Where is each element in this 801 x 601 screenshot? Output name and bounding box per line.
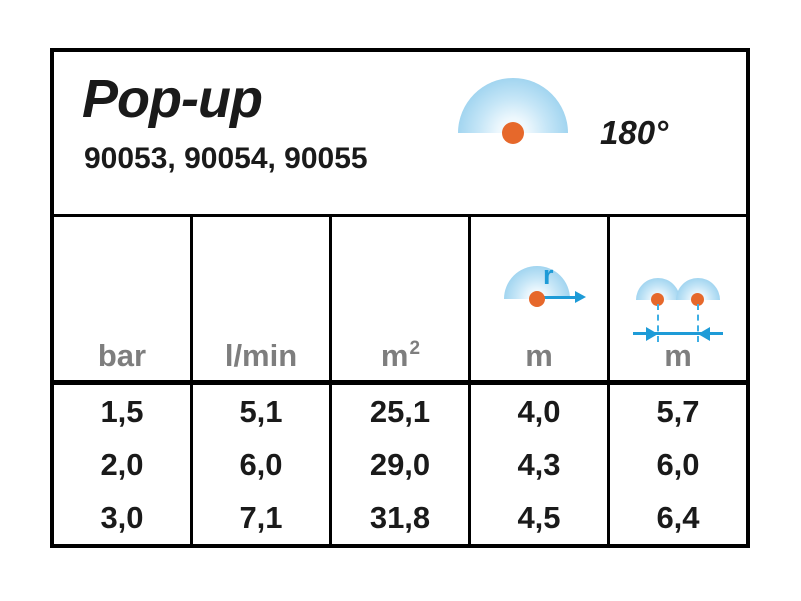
table-cell: 4,3 [468, 438, 607, 491]
table-cell: 4,5 [468, 491, 607, 544]
spec-table: Pop-up 90053, 90054, 90055 180° bar l/mi… [50, 48, 750, 548]
column-header-spacing: m [607, 217, 746, 380]
radius-r-label: r [543, 260, 554, 290]
sprinkler-dot-icon [651, 293, 664, 306]
unit-label-bar: bar [97, 338, 147, 373]
dashed-guide-line [697, 304, 699, 342]
table-cell: 2,0 [100, 447, 144, 482]
spacing-icon [618, 278, 738, 346]
sprinkler-dot-icon [502, 122, 524, 144]
unit-m2-sup: 2 [409, 337, 421, 359]
spacing-measure-line [633, 332, 723, 335]
unit-label-lmin: l/min [224, 338, 298, 373]
table-cell: 6,4 [607, 491, 746, 544]
unit-label-radius-m: m [525, 338, 553, 373]
unit-label-m2: m2 [332, 337, 468, 373]
column-header-area: m2 [329, 217, 468, 380]
table-row: 1,5 5,1 25,1 4,0 5,7 [54, 385, 746, 438]
table-cell: 5,7 [607, 385, 746, 438]
radius-arrow-line [537, 296, 577, 299]
column-header-pressure: bar [54, 217, 190, 380]
spacing-arrow-head-icon [698, 327, 710, 341]
dashed-guide-line [657, 304, 659, 342]
right-spray-shape-icon [676, 278, 720, 300]
spray-angle-label: 180° [600, 114, 669, 151]
table-row: 3,0 7,1 31,8 4,5 6,4 [54, 491, 746, 544]
table-cell: 5,1 [190, 385, 329, 438]
table-header-row: bar l/min m2 r m [54, 217, 746, 385]
sprinkler-dot-icon [529, 291, 545, 307]
table-cell: 29,0 [329, 438, 468, 491]
sprinkler-dot-icon [691, 293, 704, 306]
unit-label-spacing-m: m [664, 338, 692, 373]
table-cell: 1,5 [100, 394, 144, 429]
table-cell: 6,0 [607, 438, 746, 491]
spacing-arrow-head-icon [646, 327, 658, 341]
model-numbers: 90053, 90054, 90055 [84, 142, 368, 175]
radius-arrow-head-icon [575, 291, 586, 303]
radius-icon: r [494, 262, 586, 310]
table-cell: 31,8 [329, 491, 468, 544]
table-row: 2,0 6,0 29,0 4,3 6,0 [54, 438, 746, 491]
table-cell: 4,0 [468, 385, 607, 438]
title-section: Pop-up 90053, 90054, 90055 180° [54, 52, 746, 217]
spray-pattern-180-icon [458, 78, 568, 144]
unit-m: m [380, 338, 409, 373]
table-body: 1,5 5,1 25,1 4,0 5,7 2,0 6,0 29,0 4,3 6,… [54, 385, 746, 544]
table-cell: 25,1 [329, 385, 468, 438]
table-cell: 3,0 [100, 500, 144, 535]
table-cell: 6,0 [190, 438, 329, 491]
column-header-flow: l/min [190, 217, 329, 380]
column-header-radius: r m [468, 217, 607, 380]
table-cell: 7,1 [190, 491, 329, 544]
product-title: Pop-up [82, 69, 263, 129]
left-spray-shape-icon [636, 278, 680, 300]
